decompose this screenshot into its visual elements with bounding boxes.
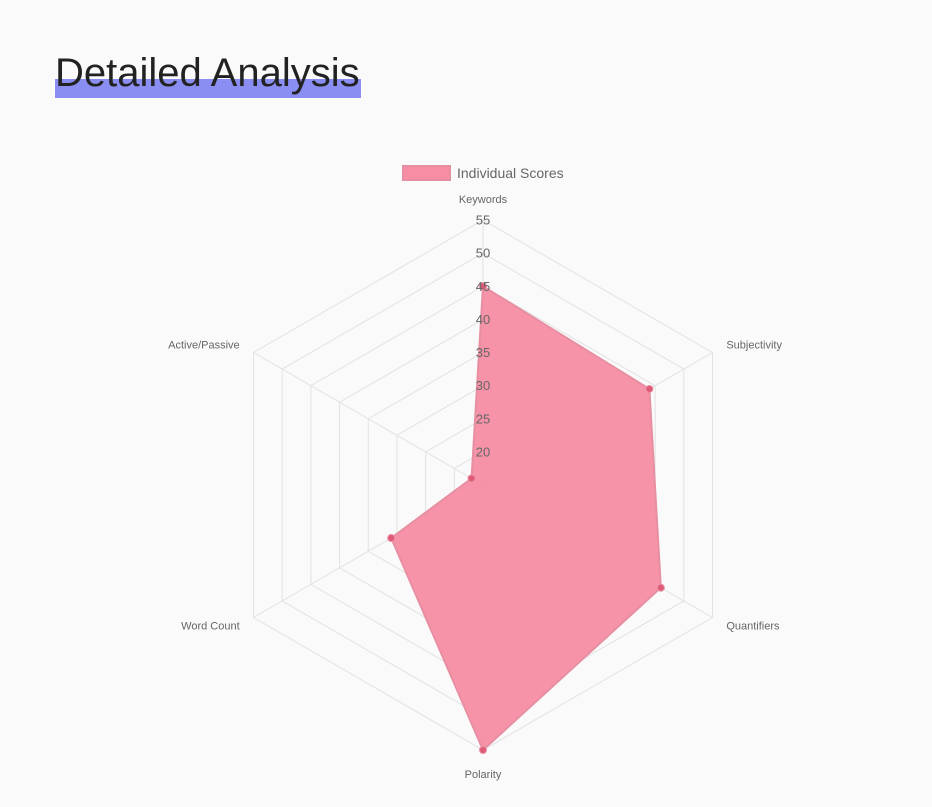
tick-label-45: 45: [476, 279, 490, 294]
series-area-individual-scores: [390, 285, 662, 751]
chart-legend[interactable]: Individual Scores: [402, 165, 564, 181]
tick-label-30: 30: [476, 378, 490, 393]
data-point-quantifiers[interactable]: [656, 583, 665, 592]
tick-label-50: 50: [476, 246, 490, 261]
radar-tick-labels: 20 25 30 35 40 45 50 55: [476, 213, 490, 460]
tick-label-25: 25: [476, 411, 490, 426]
radar-series: [387, 282, 665, 754]
legend-swatch[interactable]: [402, 165, 451, 181]
axis-label-active-passive: Active/Passive: [168, 340, 240, 352]
data-point-polarity[interactable]: [479, 746, 487, 754]
spoke-active-passive: [253, 352, 484, 486]
axis-label-quantifiers: Quantifiers: [726, 621, 780, 633]
data-point-keywords[interactable]: [479, 282, 487, 291]
tick-label-20: 20: [476, 444, 490, 459]
page-title: Detailed Analysis: [55, 48, 361, 98]
data-point-word-count[interactable]: [387, 534, 396, 542]
tick-label-40: 40: [476, 312, 490, 327]
tick-label-55: 55: [476, 213, 490, 228]
data-point-active-passive[interactable]: [467, 474, 476, 483]
legend-label-individual-scores[interactable]: Individual Scores: [457, 165, 564, 181]
axis-label-word-count: Word Count: [181, 621, 240, 633]
axis-label-keywords: Keywords: [459, 194, 508, 206]
data-point-subjectivity[interactable]: [645, 384, 654, 393]
axis-label-polarity: Polarity: [465, 769, 502, 781]
axis-label-subjectivity: Subjectivity: [726, 340, 782, 352]
radar-axis-labels: Keywords Subjectivity Quantifiers Polarity W…: [168, 194, 782, 781]
tick-label-35: 35: [476, 345, 490, 360]
